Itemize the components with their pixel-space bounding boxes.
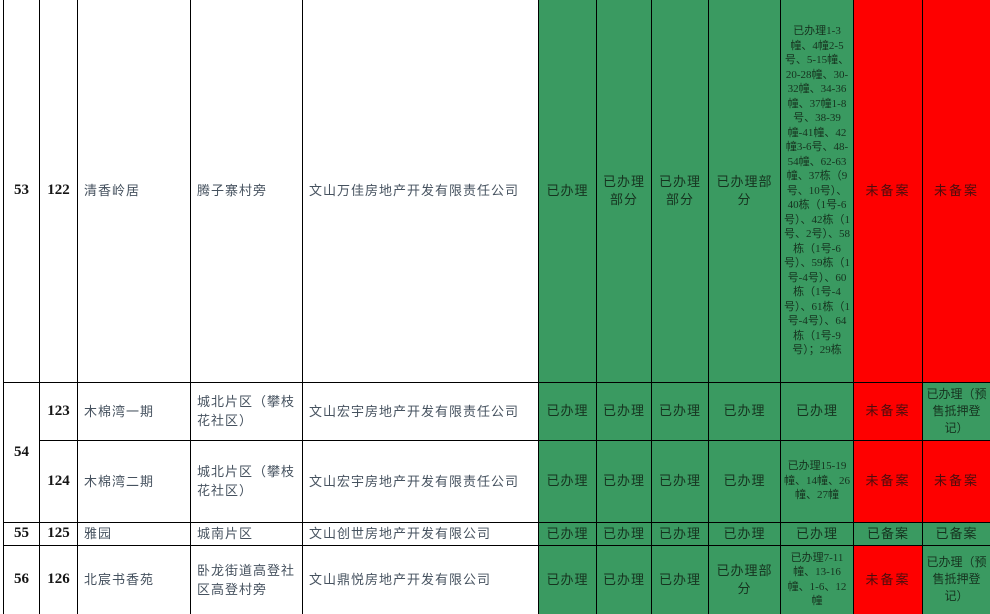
cell-status-4[interactable]: 已办理部分 <box>708 544 781 614</box>
cell-location[interactable]: 城北片区（攀枝花社区） <box>190 439 303 523</box>
cell-developer[interactable]: 文山鼎悦房地产开发有限公司 <box>302 544 539 614</box>
cell-seq[interactable]: 53 <box>3 0 40 383</box>
cell-developer[interactable]: 文山宏宇房地产开发有限责任公司 <box>302 381 539 441</box>
cell-permit-detail[interactable]: 已办理7-11幢、13-16幢、1-6、12幢 <box>780 544 854 614</box>
cell-permit-detail[interactable]: 已办理15-19幢、14幢、26幢、27幢 <box>780 439 854 523</box>
cell-number[interactable]: 122 <box>39 0 78 383</box>
cell-developer[interactable]: 文山万佳房地产开发有限责任公司 <box>302 0 539 383</box>
cell-number[interactable]: 125 <box>39 521 78 546</box>
cell-status-2[interactable]: 已办理 <box>596 381 652 441</box>
cell-status-1[interactable]: 已办理 <box>538 544 597 614</box>
cell-status-3[interactable]: 已办理部分 <box>651 0 709 383</box>
cell-number[interactable]: 123 <box>39 381 78 441</box>
cell-filing-status[interactable]: 未备案 <box>853 439 923 523</box>
cell-location[interactable]: 城南片区 <box>190 521 303 546</box>
cell-status-3[interactable]: 已办理 <box>651 439 709 523</box>
property-registration-table: 53 122 清香岭居 腾子寨村旁 文山万佳房地产开发有限责任公司 已办理 已办… <box>3 0 990 614</box>
cell-status-2[interactable]: 已办理部分 <box>596 0 652 383</box>
cell-location[interactable]: 腾子寨村旁 <box>190 0 303 383</box>
cell-number[interactable]: 124 <box>39 439 78 523</box>
cell-status-2[interactable]: 已办理 <box>596 439 652 523</box>
cell-status-2[interactable]: 已办理 <box>596 544 652 614</box>
cell-permit-detail[interactable]: 已办理1-3幢、4幢2-5号、5-15幢、20-28幢、30-32幢、34-36… <box>780 0 854 383</box>
cell-project-name[interactable]: 木棉湾一期 <box>77 381 191 441</box>
cell-status-2[interactable]: 已办理 <box>596 521 652 546</box>
cell-seq[interactable]: 56 <box>3 544 40 614</box>
cell-project-name[interactable]: 木棉湾二期 <box>77 439 191 523</box>
cell-project-name[interactable]: 北宸书香苑 <box>77 544 191 614</box>
cell-status-1[interactable]: 已办理 <box>538 0 597 383</box>
cell-developer[interactable]: 文山创世房地产开发有限公司 <box>302 521 539 546</box>
cell-number[interactable]: 126 <box>39 544 78 614</box>
cell-permit-detail[interactable]: 已办理 <box>780 381 854 441</box>
cell-status-1[interactable]: 已办理 <box>538 439 597 523</box>
cell-permit-detail[interactable]: 已办理 <box>780 521 854 546</box>
cell-seq[interactable]: 55 <box>3 521 40 546</box>
cell-status-1[interactable]: 已办理 <box>538 521 597 546</box>
cell-location[interactable]: 城北片区（攀枝花社区） <box>190 381 303 441</box>
cell-filing-status[interactable]: 已备案 <box>853 521 923 546</box>
cell-location[interactable]: 卧龙街道高登社区高登村旁 <box>190 544 303 614</box>
cell-status-4[interactable]: 已办理 <box>708 521 781 546</box>
cell-mortgage-status[interactable]: 已办理（预售抵押登记） <box>922 381 990 441</box>
cell-filing-status[interactable]: 未备案 <box>853 381 923 441</box>
cell-status-1[interactable]: 已办理 <box>538 381 597 441</box>
cell-mortgage-status[interactable]: 未备案 <box>922 439 990 523</box>
cell-seq[interactable]: 54 <box>3 381 40 523</box>
cell-developer[interactable]: 文山宏宇房地产开发有限责任公司 <box>302 439 539 523</box>
cell-mortgage-status[interactable]: 未备案 <box>922 0 990 383</box>
cell-status-3[interactable]: 已办理 <box>651 381 709 441</box>
cell-status-4[interactable]: 已办理部分 <box>708 0 781 383</box>
cell-mortgage-status[interactable]: 已办理（预售抵押登记） <box>922 544 990 614</box>
cell-status-3[interactable]: 已办理 <box>651 521 709 546</box>
cell-status-4[interactable]: 已办理 <box>708 381 781 441</box>
cell-mortgage-status[interactable]: 已备案 <box>922 521 990 546</box>
cell-status-4[interactable]: 已办理 <box>708 439 781 523</box>
cell-filing-status[interactable]: 未备案 <box>853 0 923 383</box>
cell-project-name[interactable]: 雅园 <box>77 521 191 546</box>
data-grid: 53 122 清香岭居 腾子寨村旁 文山万佳房地产开发有限责任公司 已办理 已办… <box>3 0 990 614</box>
cell-project-name[interactable]: 清香岭居 <box>77 0 191 383</box>
cell-filing-status[interactable]: 未备案 <box>853 544 923 614</box>
cell-status-3[interactable]: 已办理 <box>651 544 709 614</box>
